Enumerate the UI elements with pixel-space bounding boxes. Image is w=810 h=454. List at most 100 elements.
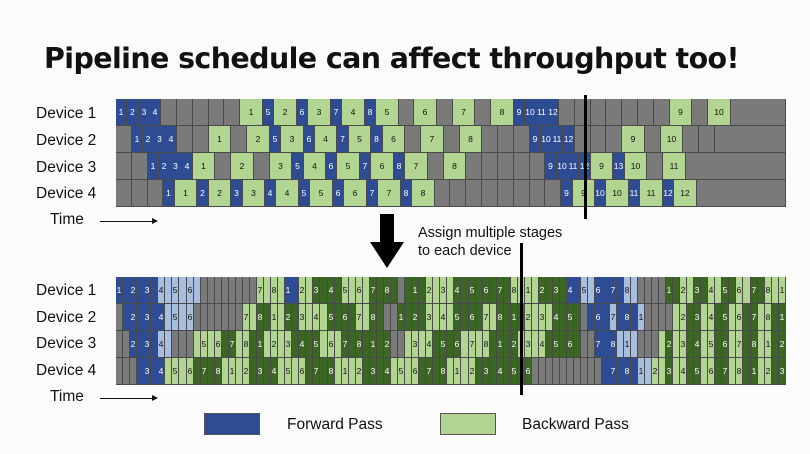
bottom-d1-cell-54: 7 <box>497 277 504 304</box>
bottom-d3-cell-73 <box>631 331 638 358</box>
bottom-d3-cell-21 <box>264 331 271 358</box>
bottom-device-1-label: Device 1 <box>36 282 97 299</box>
bottom-d3-cell-87 <box>729 331 736 358</box>
top-device-3-label: Device 3 <box>36 159 97 176</box>
bottom-d3-cell-5 <box>151 331 158 358</box>
bottom-d1-cell-47 <box>447 277 454 304</box>
bottom-d4-cell-87 <box>729 358 736 385</box>
bottom-d1-cell-77 <box>659 277 666 304</box>
bottom-d3-cell-62: 5 <box>553 331 560 358</box>
top-d1-backward-cell-15: 4 <box>342 99 365 126</box>
bottom-d4-cell-21 <box>264 358 271 385</box>
bottom-d2-cell-47 <box>447 304 454 331</box>
forward-legend-label: Forward Pass <box>287 416 383 433</box>
bottom-d2-cell-3 <box>137 304 144 331</box>
bottom-d3-cell-16: 7 <box>229 331 236 358</box>
bottom-d3-cell-28: 5 <box>313 331 320 358</box>
bottom-d3-cell-29 <box>320 331 328 358</box>
bottom-d1-cell-68: 6 <box>595 277 602 304</box>
bottom-d4-cell-23 <box>278 358 285 385</box>
top-d4-forward-cell-27: 9 <box>561 180 573 207</box>
bottom-d1-cell-11 <box>194 277 201 304</box>
bottom-d1-cell-21 <box>264 277 271 304</box>
bottom-d3-cell-24: 3 <box>285 331 292 358</box>
bottom-d4-cell-15 <box>222 358 229 385</box>
top-d1-idle-cell-5 <box>177 99 193 126</box>
bottom-d2-cell-25 <box>292 304 299 331</box>
bottom-d3-cell-49 <box>461 331 469 358</box>
bottom-d2-cell-49 <box>461 304 469 331</box>
top-d1-backward-cell-37: 10 <box>708 99 731 126</box>
bottom-d4-cell-69 <box>602 358 610 385</box>
top-d1-backward-cell-13: 3 <box>308 99 331 126</box>
bottom-d2-cell-41 <box>405 304 412 331</box>
top-d1-forward-cell-24: 9 <box>514 99 525 126</box>
top-d1-idle-cell-7 <box>209 99 224 126</box>
bottom-d4-cell-33 <box>349 358 356 385</box>
top-d4-backward-cell-8: 3 <box>243 180 265 207</box>
top-d2-backward-cell-34: 10 <box>661 126 683 153</box>
bottom-d1-cell-45 <box>433 277 440 304</box>
bottom-d1-cell-2: 2 <box>130 277 137 304</box>
bottom-d3-cell-51 <box>476 331 483 358</box>
bottom-d4-cell-18: 2 <box>243 358 250 385</box>
bottom-d4-cell-29 <box>320 358 328 385</box>
bottom-d1-cell-52: 6 <box>483 277 490 304</box>
bottom-d3-cell-91 <box>758 331 765 358</box>
bottom-d2-cell-23 <box>278 304 285 331</box>
top-d2-tail-idle <box>715 126 786 153</box>
top-d4-forward-cell-17: 8 <box>401 180 412 207</box>
top-d4-forward-cell-11: 5 <box>299 180 310 207</box>
bottom-d1-cell-78: 1 <box>666 277 673 304</box>
bottom-d1-cell-82: 3 <box>694 277 701 304</box>
bottom-d2-cell-37 <box>377 304 384 331</box>
bottom-d3-cell-56: 2 <box>511 331 518 358</box>
bottom-d1-cell-12 <box>201 277 208 304</box>
bottom-d4-cell-50: 2 <box>469 358 476 385</box>
bottom-d4-cell-58: 6 <box>525 358 532 385</box>
bottom-d4-cell-77 <box>659 358 666 385</box>
bottom-d4-cell-12: 7 <box>201 358 208 385</box>
bottom-d4-cell-10: 6 <box>187 358 194 385</box>
bottom-d3-cell-75 <box>645 331 652 358</box>
bottom-d3-cell-69 <box>602 331 610 358</box>
top-d3-forward-cell-3: 2 <box>159 153 170 180</box>
bottom-d3-cell-34: 8 <box>356 331 363 358</box>
bottom-d1-cell-64: 4 <box>567 277 574 304</box>
bottom-d4-cell-56: 5 <box>511 358 518 385</box>
bottom-d2-cell-67 <box>588 304 595 331</box>
bottom-d4-cell-79 <box>673 358 680 385</box>
bottom-d3-cell-1 <box>123 331 130 358</box>
top-d4-backward-cell-6: 2 <box>209 180 231 207</box>
bottom-d4-cell-51 <box>476 358 483 385</box>
bottom-d2-cell-2: 2 <box>130 304 137 331</box>
top-d2-forward-cell-26: 10 <box>541 126 552 153</box>
top-d4-backward-cell-4: 1 <box>175 180 197 207</box>
bottom-d3-cell-65 <box>574 331 581 358</box>
bottom-d4-cell-60 <box>539 358 546 385</box>
bottom-d4-cell-91 <box>758 358 765 385</box>
bottom-d3-cell-36: 1 <box>370 331 377 358</box>
top-d1-idle-cell-30 <box>591 99 606 126</box>
bottom-d1-cell-23 <box>278 277 285 304</box>
top-d3-forward-cell-28: 11 <box>568 153 579 180</box>
top-d4-forward-cell-33: 12 <box>663 180 674 207</box>
bottom-d1-cell-49 <box>461 277 469 304</box>
bottom-d4-cell-78: 3 <box>666 358 673 385</box>
bottom-d3-cell-68: 7 <box>595 331 602 358</box>
bottom-d3-cell-15 <box>222 331 229 358</box>
top-d2-idle-cell-6 <box>193 126 209 153</box>
top-d3-idle-cell-21 <box>466 153 482 180</box>
top-d3-backward-cell-16: 6 <box>371 153 394 180</box>
bottom-d3-cell-59 <box>532 331 539 358</box>
bottom-d1-cell-26: 2 <box>299 277 306 304</box>
top-d1-idle-cell-33 <box>638 99 654 126</box>
top-d3-forward-cell-15: 7 <box>360 153 371 180</box>
bottom-d4-cell-38: 4 <box>384 358 391 385</box>
bottom-d3-cell-8 <box>172 331 179 358</box>
bottom-d1-cell-94: 1 <box>779 277 786 304</box>
bottom-d1-cell-35 <box>363 277 370 304</box>
bottom-d2-cell-48: 5 <box>454 304 461 331</box>
bottom-d4-cell-75 <box>645 358 652 385</box>
bottom-d1-cell-43 <box>419 277 426 304</box>
